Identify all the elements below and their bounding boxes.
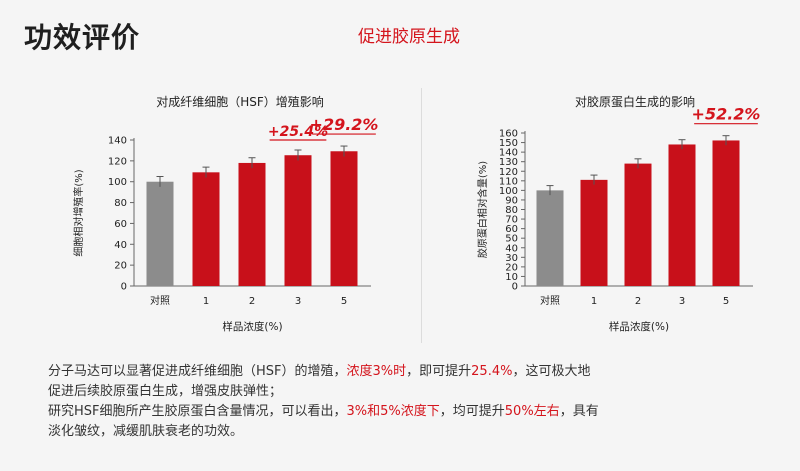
x-tick-label: 2 [635, 296, 641, 307]
highlight-text: 50%左右 [504, 404, 560, 419]
annotation-label: +52.2% [692, 105, 761, 124]
x-tick-label: 3 [295, 296, 301, 307]
y-tick-label: 0 [121, 282, 127, 293]
x-tick-label: 2 [249, 296, 255, 307]
description-line-2: 促进后续胶原蛋白生成，增强皮肤弹性； [48, 382, 768, 402]
bar [192, 172, 220, 286]
bar [238, 162, 266, 286]
y-tick-label: 60 [505, 224, 518, 235]
y-axis-label: 胶原蛋白相对含量(%) [476, 161, 489, 258]
x-tick-label: 对照 [540, 294, 560, 307]
y-tick-label: 140 [108, 136, 127, 147]
x-tick-label: 1 [591, 296, 597, 307]
x-axis-label: 样品浓度(%) [609, 320, 669, 333]
y-tick-label: 20 [114, 261, 127, 272]
y-tick-label: 130 [499, 157, 518, 168]
bar [536, 190, 564, 286]
x-axis-label: 样品浓度(%) [222, 320, 282, 333]
description-line-3: 研究HSF细胞所产生胶原蛋白含量情况，可以看出，3%和5%浓度下，均可提升50%… [48, 402, 768, 422]
description: 分子马达可以显著促进成纤维细胞（HSF）的增殖，浓度3%时，即可提升25.4%，… [48, 362, 768, 442]
y-tick-label: 150 [499, 138, 518, 149]
bar [284, 155, 312, 286]
y-tick-label: 80 [114, 198, 127, 209]
description-text: 研究HSF细胞所产生胶原蛋白含量情况，可以看出， [48, 404, 347, 419]
y-tick-label: 100 [499, 186, 518, 197]
x-tick-label: 5 [723, 296, 729, 307]
description-text: ，即可提升 [406, 364, 472, 379]
y-tick-label: 60 [114, 219, 127, 230]
bar [580, 179, 608, 286]
y-tick-label: 90 [505, 195, 518, 206]
y-tick-label: 120 [108, 156, 127, 167]
bar [712, 140, 740, 286]
description-line-4: 淡化皱纹，减缓肌肤衰老的功效。 [48, 422, 768, 442]
x-tick-label: 5 [341, 296, 347, 307]
bar [146, 181, 174, 286]
y-tick-label: 100 [108, 177, 127, 188]
page-title: 功效评价 [24, 21, 141, 54]
description-text: 促进后续胶原蛋白生成，增强皮肤弹性； [48, 384, 283, 399]
chart-divider [421, 88, 422, 343]
highlight-text: 3%和5%浓度下 [346, 404, 440, 419]
annotation-label: +25.4% [268, 124, 328, 140]
bar [668, 144, 696, 286]
chart-title: 对胶原蛋白生成的影响 [575, 94, 695, 109]
y-tick-label: 20 [505, 262, 518, 273]
y-tick-label: 110 [499, 176, 518, 187]
bar [624, 163, 652, 286]
y-tick-label: 160 [499, 129, 518, 140]
y-tick-label: 40 [114, 240, 127, 251]
y-tick-label: 120 [499, 167, 518, 178]
chart-title: 对成纤维细胞（HSF）增殖影响 [156, 94, 324, 109]
y-tick-label: 70 [505, 215, 518, 226]
x-tick-label: 1 [203, 296, 209, 307]
y-tick-label: 40 [505, 243, 518, 254]
description-line-1: 分子马达可以显著促进成纤维细胞（HSF）的增殖，浓度3%时，即可提升25.4%，… [48, 362, 768, 382]
y-axis-label: 细胞相对增殖率(%) [72, 169, 85, 256]
y-tick-label: 80 [505, 205, 518, 216]
annotation-label: +29.2% [310, 115, 379, 134]
highlight-text: 浓度3%时 [346, 364, 407, 379]
description-text: ，均可提升 [439, 404, 505, 419]
description-text: 分子马达可以显著促进成纤维细胞（HSF）的增殖， [48, 364, 347, 379]
description-text: ，这可极大地 [512, 364, 591, 379]
y-tick-label: 50 [505, 234, 518, 245]
y-tick-label: 140 [499, 148, 518, 159]
bar [330, 151, 358, 286]
x-tick-label: 3 [679, 296, 685, 307]
y-tick-label: 10 [505, 272, 518, 283]
description-text: ，具有 [559, 404, 599, 419]
page-subtitle: 促进胶原生成 [358, 27, 460, 47]
highlight-text: 25.4% [471, 364, 513, 379]
y-tick-label: 0 [512, 282, 518, 293]
description-text: 淡化皱纹，减缓肌肤衰老的功效。 [48, 424, 244, 439]
y-tick-label: 30 [505, 253, 518, 264]
x-tick-label: 对照 [150, 294, 170, 307]
